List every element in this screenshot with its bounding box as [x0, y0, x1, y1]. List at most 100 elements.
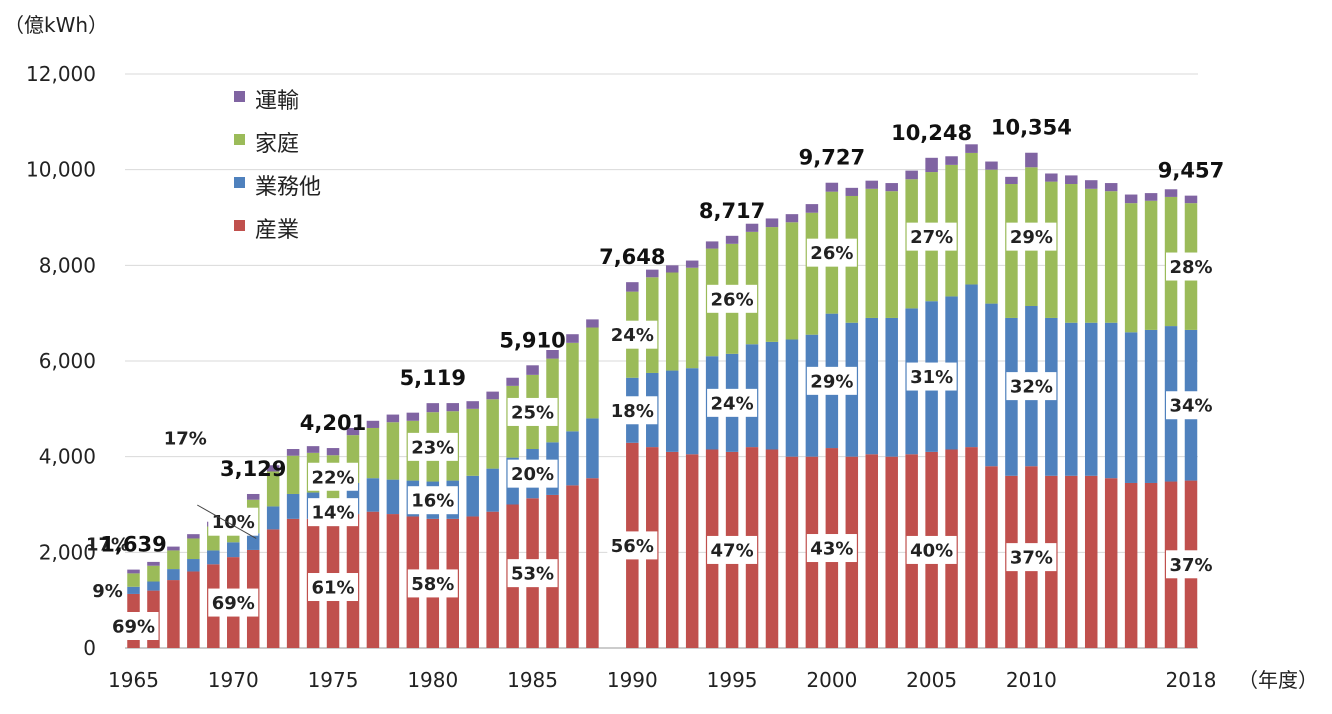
percentage-label-box	[607, 396, 658, 425]
legend-item-industry: 産業	[234, 218, 299, 243]
percentage-label-text: 56%	[611, 536, 654, 557]
percentage-label-household: 23%	[407, 432, 458, 461]
percentage-label-industry: 53%	[507, 559, 558, 588]
bar-segment-household	[366, 427, 380, 479]
bar-segment-transport	[646, 269, 659, 278]
bar-segment-industry	[1084, 475, 1098, 648]
bar-segment-business	[885, 317, 898, 457]
bar-segment-household	[586, 327, 599, 419]
percentage-label-industry: 43%	[806, 534, 857, 563]
percentage-label-text: 47%	[711, 540, 754, 561]
percentage-label-box	[1166, 391, 1216, 420]
bar-segment-industry	[266, 529, 280, 648]
legend-swatch	[234, 134, 245, 145]
percentage-label-business: 32%	[1006, 372, 1057, 401]
percentage-label-business: 34%	[1166, 391, 1216, 420]
bar-segment-business	[586, 418, 599, 479]
percentage-label-text: 18%	[611, 401, 654, 422]
percentage-label-text: 29%	[1010, 227, 1053, 248]
percentage-label-industry: 69%	[108, 612, 159, 640]
percentage-label-box	[507, 459, 558, 488]
percentage-label-text: 17%	[164, 428, 207, 449]
percentage-label-text: 24%	[711, 393, 754, 414]
percentage-label-text: 32%	[1010, 377, 1053, 398]
bar-segment-household	[765, 227, 779, 342]
percentage-label-box	[507, 559, 558, 588]
x-tick-label: 2018	[1166, 668, 1217, 692]
bar-segment-transport	[386, 414, 400, 423]
bar-segment-business	[1084, 322, 1098, 476]
percentage-label-text: 58%	[411, 574, 454, 595]
percentage-label-text: 17%	[86, 535, 129, 556]
bar-segment-household	[147, 565, 160, 582]
x-tick-label: 2010	[1006, 668, 1057, 692]
bar-segment-industry	[167, 580, 180, 648]
bar-segment-transport	[167, 546, 180, 551]
percentage-label-industry: 61%	[308, 573, 359, 602]
bar-segment-household	[685, 267, 699, 369]
percentage-label-text: 26%	[810, 243, 853, 264]
legend-label: 家庭	[255, 132, 299, 157]
bar-segment-transport	[466, 401, 479, 409]
bar-segment-household	[1084, 188, 1098, 323]
bar-segment-industry	[665, 451, 679, 648]
percentage-label-text: 24%	[611, 325, 654, 346]
bar-segment-transport	[286, 449, 300, 456]
percentage-label-box	[906, 362, 957, 391]
percentage-label-industry: 37%	[1166, 550, 1216, 579]
total-label: 4,201	[300, 411, 366, 435]
percentage-label-text: 61%	[311, 578, 354, 599]
percentage-label-household: 26%	[806, 238, 857, 267]
bar-segment-business	[665, 370, 679, 452]
bar-segment-household	[266, 471, 280, 507]
bar-segment-industry	[885, 456, 898, 648]
x-tick-label: 1995	[707, 668, 758, 692]
bar-segment-transport	[187, 534, 200, 539]
bar-segment-transport	[1065, 175, 1078, 185]
total-label: 1,639	[100, 533, 166, 557]
bars	[127, 144, 1198, 648]
bar-segment-household	[167, 550, 180, 570]
percentage-label-text: 23%	[411, 437, 454, 458]
percentage-label-text: 10%	[212, 512, 255, 533]
bar-segment-transport	[426, 403, 440, 413]
percentage-label-box	[607, 320, 658, 349]
y-axis-ticks: 0 2,000 4,000 6,000 8,000 10,000 12,000	[26, 62, 96, 660]
bar-segment-transport	[526, 365, 539, 375]
bar-segment-transport	[1144, 193, 1158, 201]
percentage-label-box	[308, 462, 359, 491]
bar-segment-transport	[985, 161, 998, 170]
percentage-label-business: 18%	[607, 396, 658, 425]
percentage-label-box	[208, 507, 259, 536]
percentage-label-box	[1166, 550, 1216, 579]
percentage-label-business: 9%	[92, 581, 123, 602]
bar-segment-industry	[1144, 482, 1158, 648]
bar-segment-business	[167, 569, 180, 581]
bar-segment-business	[466, 475, 479, 517]
bar-segment-business	[566, 431, 579, 486]
bar-segment-transport	[586, 319, 599, 328]
percentage-label-industry: 58%	[407, 569, 458, 598]
bar-segment-business	[1104, 322, 1118, 479]
legend-swatch	[234, 177, 245, 188]
bar-segment-transport	[1045, 173, 1058, 182]
percentage-label-business: 16%	[407, 486, 458, 515]
percentage-label-box	[906, 535, 957, 564]
bar-segment-industry	[286, 518, 300, 648]
percentage-label-box	[1166, 252, 1216, 281]
bar-segment-household	[885, 191, 898, 318]
percentage-label-box	[308, 573, 359, 602]
bar-segment-household	[865, 188, 879, 318]
y-tick-label: 6,000	[39, 349, 96, 373]
x-axis-ticks: 1965 1970 1975 1980 1985 1990 1995 2000 2005 2010…	[108, 668, 1216, 692]
y-tick-label: 2,000	[39, 540, 96, 564]
bar-segment-transport	[366, 420, 380, 428]
total-label: 9,457	[1158, 159, 1224, 183]
bar-segment-household	[1065, 184, 1078, 323]
y-tick-label: 12,000	[26, 62, 96, 86]
total-label: 10,354	[991, 116, 1072, 140]
bar-segment-business	[685, 368, 699, 455]
percentage-label-text: 29%	[810, 371, 853, 392]
